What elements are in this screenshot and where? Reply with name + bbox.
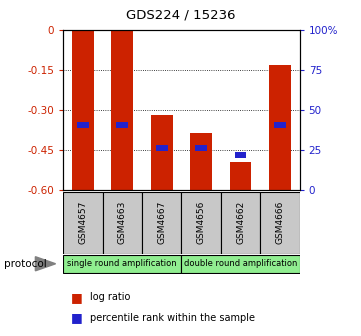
Bar — [230, 162, 251, 190]
Bar — [156, 145, 168, 151]
Text: GSM4662: GSM4662 — [236, 201, 245, 244]
Text: ■: ■ — [70, 311, 82, 324]
Text: GSM4666: GSM4666 — [275, 201, 284, 244]
Text: GDS224 / 15236: GDS224 / 15236 — [126, 8, 235, 22]
FancyArrow shape — [35, 257, 56, 271]
Bar — [112, 30, 133, 190]
Bar — [103, 192, 142, 254]
Bar — [151, 115, 173, 190]
Text: single round amplification: single round amplification — [68, 259, 177, 268]
Bar — [182, 192, 221, 254]
Bar — [142, 192, 182, 254]
Bar — [63, 192, 103, 254]
Text: double round amplification: double round amplification — [184, 259, 297, 268]
Bar — [63, 255, 182, 273]
Text: GSM4657: GSM4657 — [78, 201, 87, 244]
Bar — [274, 122, 286, 128]
Text: protocol: protocol — [4, 259, 46, 269]
Bar — [77, 122, 89, 128]
Text: ■: ■ — [70, 291, 82, 304]
Bar — [195, 145, 207, 151]
Bar — [182, 255, 300, 273]
Text: log ratio: log ratio — [90, 292, 131, 302]
Text: GSM4667: GSM4667 — [157, 201, 166, 244]
Bar — [235, 152, 247, 158]
Bar — [269, 65, 291, 190]
Bar — [260, 192, 300, 254]
Bar — [221, 192, 260, 254]
Bar — [190, 133, 212, 190]
Text: percentile rank within the sample: percentile rank within the sample — [90, 312, 255, 323]
Text: GSM4663: GSM4663 — [118, 201, 127, 244]
Bar — [72, 30, 94, 190]
Bar — [116, 122, 128, 128]
Text: GSM4656: GSM4656 — [197, 201, 206, 244]
